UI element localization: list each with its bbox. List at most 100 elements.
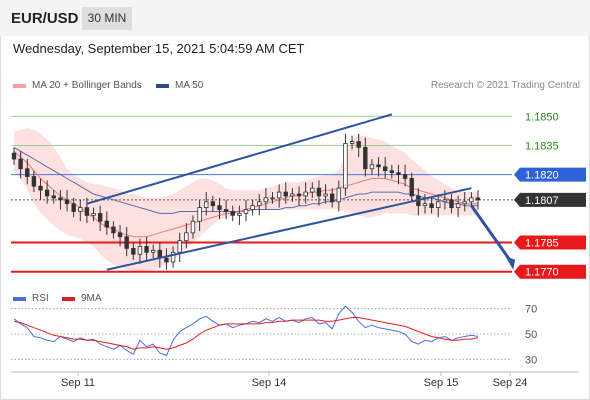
candle-body [382, 166, 388, 172]
candle [402, 164, 408, 187]
candle [303, 182, 308, 204]
candle-body [18, 158, 23, 170]
candle-body [64, 199, 70, 205]
candle-body [356, 141, 361, 148]
candle [429, 197, 434, 214]
candle-body [363, 146, 368, 170]
candle-body [150, 249, 156, 253]
candle-body [316, 187, 322, 197]
candle [58, 190, 63, 210]
candle-body [429, 203, 434, 208]
candle [137, 238, 143, 264]
candle [197, 199, 202, 231]
level-label-box [514, 235, 586, 250]
candle-body [44, 189, 50, 197]
candle-body [111, 226, 116, 234]
candle [190, 215, 196, 239]
candle [64, 190, 70, 212]
candle-body [144, 246, 149, 253]
candle [270, 192, 275, 204]
x-tick-label: Sep 24 [493, 377, 528, 389]
candle-body [455, 203, 461, 208]
candle-body [204, 201, 209, 208]
candle [210, 195, 216, 212]
candle [422, 194, 428, 214]
candle-body [263, 197, 269, 203]
rsi-ma-line [13, 317, 479, 350]
candle [237, 205, 242, 226]
rsi-line [13, 305, 479, 357]
channel-line-upper [86, 113, 393, 205]
currency-pair-title: EUR/USD [11, 10, 79, 27]
candle [336, 180, 341, 212]
candle [283, 182, 288, 204]
candle [396, 164, 401, 185]
candle-body [283, 191, 288, 197]
candle-body [462, 201, 467, 205]
candle [257, 194, 262, 216]
level-label-box [514, 167, 586, 182]
candle-body [323, 193, 328, 197]
candle-body [51, 195, 56, 199]
candle-body [97, 213, 103, 222]
candle-body [164, 257, 169, 263]
candle-body [396, 172, 401, 175]
candle-body [290, 193, 295, 197]
candle-body [11, 152, 17, 160]
x-tick-label: Sep 15 [424, 377, 459, 389]
candle [111, 221, 116, 239]
rsi-tick-label: 70 [525, 304, 537, 316]
legend-ma-bb-label: MA 20 + Bollinger Bands [32, 80, 142, 91]
rsi-tick-label: 50 [525, 329, 537, 341]
datetime-label: Wednesday, September 15, 2021 5:04:59 AM… [13, 41, 305, 56]
candle [263, 188, 269, 210]
candle [449, 194, 454, 214]
candle [97, 205, 103, 231]
legend-rsi-ma: 9MA [62, 293, 102, 304]
candle-body [329, 193, 335, 203]
candle [382, 157, 388, 179]
candle-body [78, 207, 83, 212]
candle [323, 184, 328, 204]
candle-body [243, 209, 249, 214]
candle-body [376, 164, 381, 168]
candle-body [310, 187, 315, 193]
candle [389, 164, 395, 179]
candle [349, 135, 355, 150]
candle [316, 180, 322, 206]
legend-swatch [13, 83, 26, 88]
candle [223, 199, 229, 220]
level-label: 1.1807 [525, 195, 559, 207]
candle-body [303, 191, 308, 197]
header-bar: EUR/USD 30 MIN [0, 0, 590, 36]
legend-rsi-ma-label: 9MA [81, 293, 102, 304]
candle-body [250, 205, 255, 210]
legend-swatch [156, 83, 169, 88]
level-label: 1.1770 [525, 267, 559, 279]
candle [78, 199, 83, 222]
candle-body [449, 199, 454, 208]
rsi-tick-label: 30 [525, 354, 537, 366]
candle-body [25, 168, 30, 177]
candle-body [257, 201, 262, 207]
level-label-box [514, 264, 586, 279]
candle [356, 133, 361, 158]
candle-body [31, 176, 37, 187]
candle-body [237, 213, 242, 216]
candle [150, 244, 156, 259]
candle [469, 192, 474, 208]
x-tick-label: Sep 14 [252, 377, 287, 389]
candle [170, 246, 176, 268]
candle-body [177, 240, 182, 253]
candle-body [117, 232, 123, 238]
candle [462, 192, 467, 212]
timeframe-button[interactable]: 30 MIN [82, 7, 132, 30]
candle-body [217, 205, 222, 210]
candle [31, 170, 37, 193]
legend-swatch [13, 296, 26, 301]
candle [117, 225, 123, 247]
candle [243, 199, 249, 222]
candle [475, 190, 481, 210]
legend-ma50: MA 50 [156, 80, 203, 91]
